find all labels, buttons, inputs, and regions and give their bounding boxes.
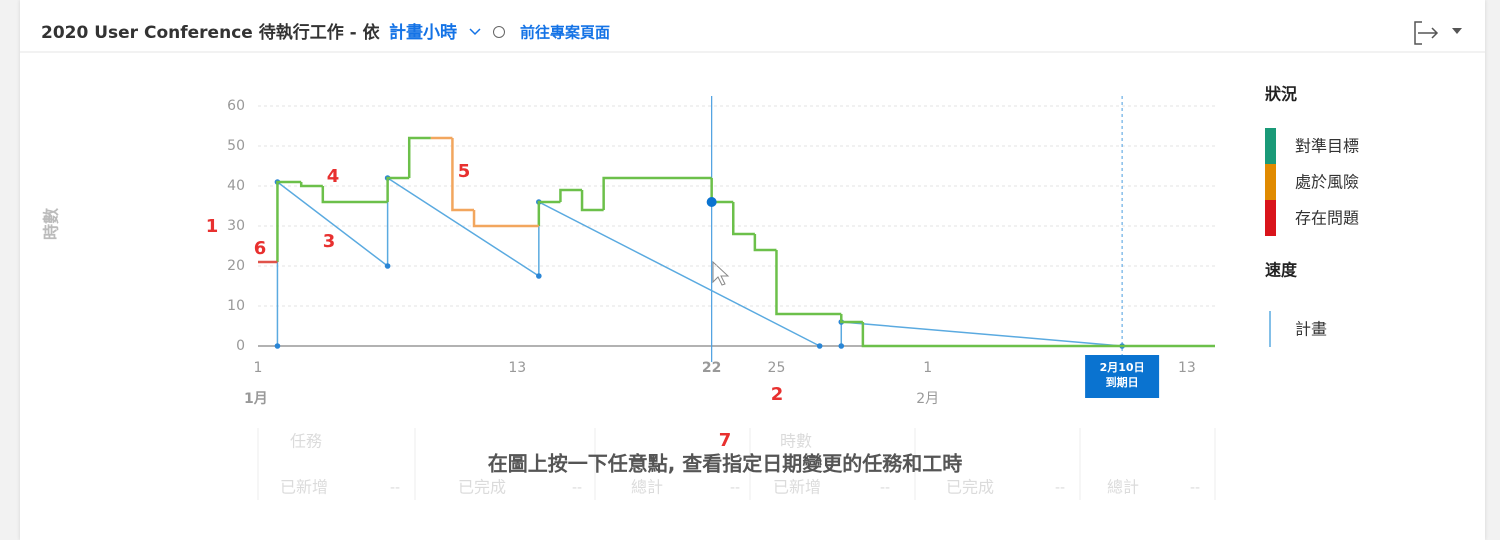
- status-step[interactable]: [559, 188, 583, 202]
- annotation: 4: [327, 166, 340, 187]
- table-column: 已新增: [280, 478, 328, 497]
- dropdown[interactable]: 計畫小時: [389, 22, 457, 43]
- export-icon[interactable]: [1414, 21, 1439, 45]
- current-point[interactable]: [706, 197, 717, 207]
- table-empty: --: [572, 480, 582, 496]
- hint: 在圖上按一下任意點, 查看指定日期變更的任務和工時: [488, 452, 963, 476]
- status-step[interactable]: [299, 182, 323, 188]
- plan-line: [840, 321, 1123, 347]
- y-tick-label: 40: [227, 178, 245, 194]
- table-column: 總計: [1107, 478, 1139, 497]
- status-step[interactable]: [753, 234, 777, 252]
- plan-point[interactable]: [838, 343, 845, 349]
- status-step[interactable]: [861, 322, 1215, 348]
- annotation: 6: [254, 238, 267, 259]
- status-step[interactable]: [407, 136, 431, 178]
- x-tick-label: 25: [768, 360, 786, 376]
- legend-title: 速度: [1265, 261, 1298, 280]
- table-group: 時數: [780, 432, 812, 451]
- plan-point[interactable]: [536, 273, 542, 279]
- menu-caret[interactable]: [1452, 28, 1462, 34]
- table-empty: --: [880, 480, 890, 496]
- due-label: 到期日: [1106, 375, 1139, 389]
- legend-label[interactable]: 計畫: [1295, 320, 1327, 339]
- annotation: 2: [771, 384, 784, 405]
- month-label: 2月: [916, 391, 939, 407]
- table-empty: --: [730, 480, 740, 496]
- plan-point[interactable]: [384, 263, 391, 269]
- plan-point[interactable]: [274, 343, 281, 349]
- status-step[interactable]: [840, 314, 863, 324]
- y-tick-label: 50: [227, 138, 245, 154]
- project-link[interactable]: 前往專案頁面: [520, 24, 610, 42]
- legend-swatch: [1265, 128, 1276, 164]
- status-step[interactable]: [451, 138, 475, 212]
- y-tick-label: 60: [227, 98, 245, 114]
- y-tick-label: 10: [227, 298, 245, 314]
- x-tick-label: 1: [254, 360, 263, 376]
- header-title: 2020 User Conference 待執行工作 - 依: [41, 22, 381, 43]
- annotation: 1: [206, 216, 219, 237]
- y-tick-label: 0: [236, 338, 245, 354]
- status-step[interactable]: [775, 250, 842, 316]
- status-step[interactable]: [321, 186, 388, 204]
- card: [20, 0, 1485, 540]
- plan-point[interactable]: [816, 343, 823, 349]
- x-tick-label: 1: [923, 360, 932, 376]
- annotation: 5: [458, 161, 471, 182]
- status-step[interactable]: [732, 202, 755, 236]
- legend-swatch: [1265, 200, 1276, 236]
- legend-label[interactable]: 對準目標: [1295, 137, 1359, 156]
- annotation: 7: [719, 430, 732, 451]
- status-step[interactable]: [472, 210, 539, 228]
- annotation: 3: [323, 231, 336, 252]
- table-column: 已完成: [458, 478, 506, 497]
- status-step[interactable]: [386, 176, 410, 202]
- cursor: [712, 260, 730, 286]
- due-date: 2月10日: [1100, 361, 1145, 374]
- y-tick-label: 30: [227, 218, 245, 234]
- month-label: 1月: [244, 391, 268, 407]
- table-empty: --: [1190, 480, 1200, 496]
- legend-label[interactable]: 存在問題: [1295, 209, 1359, 228]
- legend-title: 狀況: [1265, 85, 1297, 104]
- table-column: 已完成: [946, 478, 994, 497]
- legend-label[interactable]: 處於風險: [1295, 173, 1359, 192]
- table-empty: --: [1055, 480, 1065, 496]
- due-date-box: [1085, 355, 1160, 398]
- dropdown-caret[interactable]: [469, 28, 481, 36]
- y-tick-label: 20: [227, 258, 245, 274]
- status-step[interactable]: [602, 176, 712, 210]
- x-tick-label: 13: [508, 360, 526, 376]
- status-step[interactable]: [276, 180, 302, 262]
- y-axis-label: 時數: [42, 208, 61, 240]
- legend-swatch: [1265, 164, 1276, 200]
- table-empty: --: [390, 480, 400, 496]
- table-column: 總計: [631, 478, 663, 497]
- status-step[interactable]: [580, 190, 604, 212]
- table-column: 已新增: [773, 478, 821, 497]
- table-group: 任務: [290, 432, 322, 451]
- status-step[interactable]: [537, 200, 561, 226]
- info-icon[interactable]: [493, 26, 505, 38]
- x-tick-label: 13: [1178, 360, 1196, 376]
- x-tick-label: 22: [702, 360, 721, 376]
